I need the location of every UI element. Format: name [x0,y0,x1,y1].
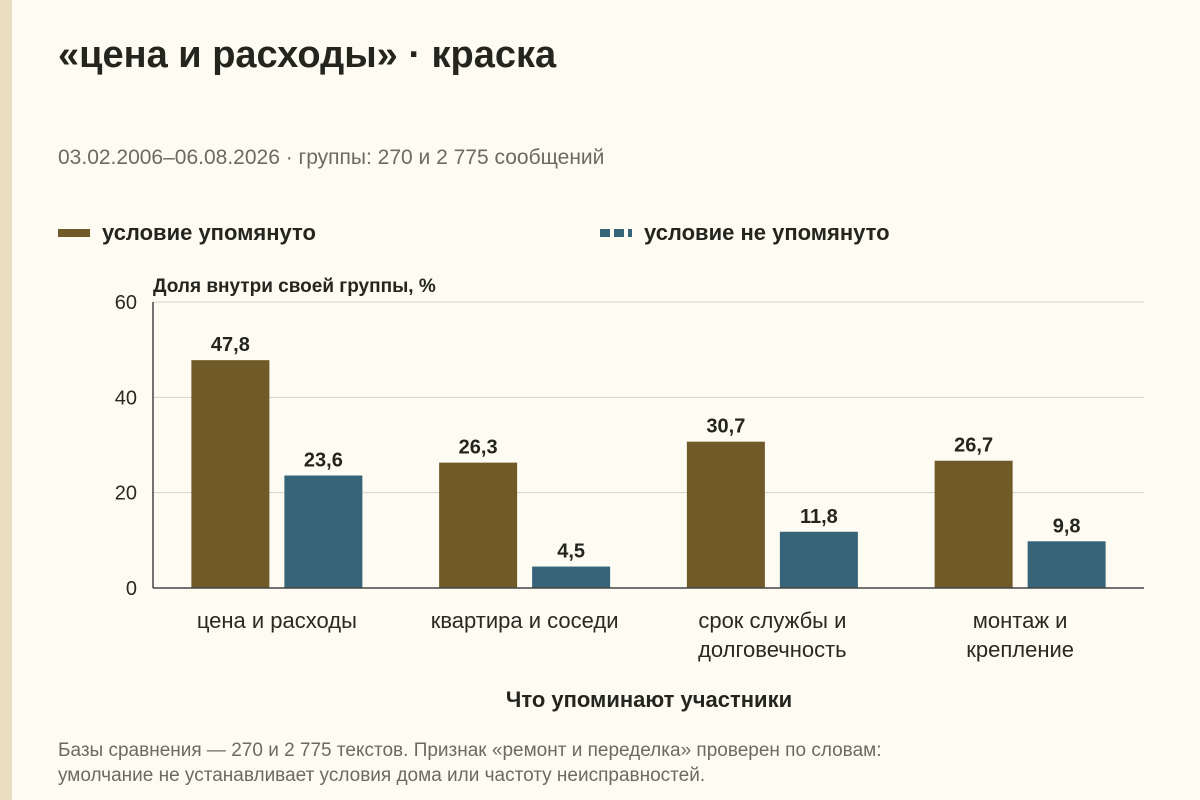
bar-value-label: 4,5 [557,541,585,563]
bar-value-label: 11,8 [800,506,838,528]
legend-swatch-not-mentioned [600,229,632,237]
bar-value-label: 26,7 [954,435,993,457]
bar [284,475,363,588]
category-label: монтаж и [973,608,1068,633]
bar [1027,541,1106,588]
bar-value-label: 9,8 [1053,515,1081,537]
category-label: долговечность [698,637,847,662]
bars [191,360,1106,588]
bar-value-label: 26,3 [459,437,498,459]
category-label: квартира и соседи [431,608,619,633]
y-tick-label: 0 [126,578,137,600]
bar [191,360,270,588]
bar [934,460,1013,588]
category-label: срок службы и [698,608,846,633]
bar [779,531,858,588]
bar-value-label: 23,6 [304,450,343,472]
bar-chart: Доля внутри своей группы, % 0 20 40 60 47,8 2… [115,276,1144,712]
footnote-line-1: Базы сравнения — 270 и 2 775 текстов. Пр… [58,740,882,761]
legend-item-not-mentioned: условие не упомянуто [600,220,890,246]
y-tick-label: 20 [115,483,137,505]
chart-subtitle: 03.02.2006–06.08.2026 · группы: 270 и 2 … [58,146,605,169]
bar [532,566,611,588]
legend-item-mentioned: условие упомянуто [58,220,316,246]
footnote-line-2: умолчание не устанавливает условия дома … [58,765,706,786]
y-tick-label: 40 [115,387,137,409]
x-axis-title: Что упоминают участники [506,687,792,712]
footnote: Базы сравнения — 270 и 2 775 текстов. Пр… [58,738,1138,788]
bar [686,441,765,588]
bar [439,462,518,588]
y-axis-title: Доля внутри своей группы, % [153,276,436,297]
category-label: цена и расходы [197,608,357,633]
legend-label-mentioned: условие упомянуто [102,220,316,245]
bar-value-label: 47,8 [211,334,250,356]
chart-title: «цена и расходы» · краска [58,34,557,76]
labels: 0 20 40 60 47,8 23,6 цена и расходы 26,3 4,5 квар… [115,292,1081,662]
legend-swatch-mentioned [58,229,90,237]
category-label: крепление [966,637,1074,662]
legend-label-not-mentioned: условие не упомянуто [644,220,890,245]
bar-value-label: 30,7 [706,416,745,438]
y-tick-label: 60 [115,292,137,314]
left-accent-rule [0,0,12,800]
